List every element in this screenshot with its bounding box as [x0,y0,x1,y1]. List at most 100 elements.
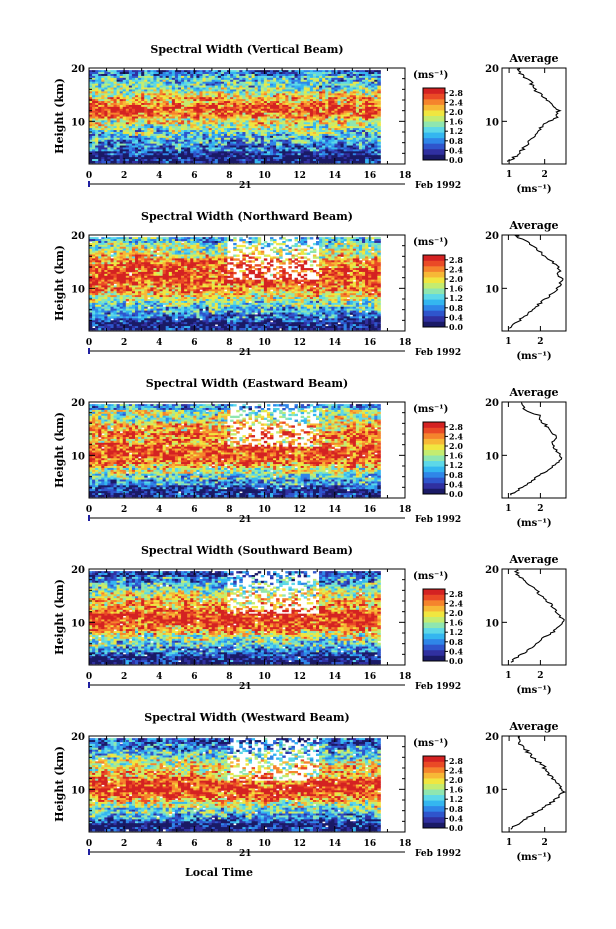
heatmap-cell [162,75,167,79]
heatmap-cell [113,72,118,75]
heatmap-cell [184,122,188,125]
heatmap-cell [331,79,335,83]
heatmap-cell [368,122,372,125]
heatmap-cell [217,122,222,125]
heatmap-cell [196,120,200,123]
heatmap-cell [300,74,305,77]
heatmap-cell [355,79,360,83]
heatmap-cell [230,116,234,119]
heatmap-cell [355,116,360,119]
colorbar-swatch [423,104,445,111]
heatmap-cell [187,114,191,117]
heatmap-cell [199,151,203,154]
heatmap-cell [276,147,280,150]
heatmap-cell [150,132,154,135]
heatmap-cell [306,149,311,152]
heatmap-cell [107,103,111,106]
heatmap-cell [156,83,160,86]
heatmap-cell [165,143,170,146]
heatmap-cell [190,135,194,139]
heatmap-cell [147,99,151,102]
heatmap-cell [122,114,127,117]
heatmap-cell [116,139,121,143]
heatmap-cell [316,151,320,154]
heatmap-cell [269,91,274,94]
heatmap-cell [254,139,259,143]
date-day: 21 [239,181,252,191]
heatmap-cell [113,108,118,112]
heatmap-cell [128,87,133,90]
heatmap-cell [187,104,191,108]
heatmap-cell [159,147,164,150]
heatmap-cell [208,137,213,141]
heatmap-cell [334,139,338,143]
heatmap-cell [365,137,369,141]
heatmap-cell [300,104,305,108]
heatmap-cell [89,153,93,156]
heatmap-cell [236,124,240,127]
heatmap-cell [322,93,326,96]
heatmap-cell [113,135,118,139]
heatmap-cell [135,110,139,114]
heatmap-cell [211,93,216,96]
heatmap-cell [162,161,167,164]
heatmap-cell [153,77,157,81]
heatmap-cell [325,151,329,154]
heatmap-cell [144,133,148,137]
heatmap-cell [196,151,200,154]
heatmap-cell [174,83,179,86]
heatmap-cell [334,132,338,135]
heatmap-cell [362,91,366,94]
heatmap-cell [358,122,363,125]
heatmap-cell [273,77,277,81]
heatmap-cell [165,149,170,152]
heatmap-cell [220,143,225,146]
heatmap-cell [236,153,240,156]
heatmap-cell [223,75,228,79]
heatmap-cell [365,75,369,79]
heatmap-cell [177,124,182,127]
heatmap-cell [223,118,228,121]
heatmap-cell [242,116,246,119]
heatmap-cell [150,101,154,104]
heatmap-cell [273,87,277,90]
heatmap-cell [279,130,283,133]
heatmap-cell [89,79,93,83]
heatmap-cell [294,137,298,141]
colorbar-swatch [423,137,445,144]
heatmap-cell [95,114,99,117]
heatmap-cell [214,91,219,94]
heatmap-cell [202,83,206,86]
heatmap-cell [116,87,121,90]
heatmap-cell [279,128,283,131]
heatmap-cell [242,70,246,73]
heatmap-cell [251,110,256,114]
heatmap-cell [303,81,308,85]
heatmap-cell [89,83,93,86]
heatmap-cell [365,101,369,104]
heatmap-cell [306,72,311,75]
heatmap-cell [177,161,182,164]
heatmap-cell [230,122,234,125]
heatmap-cell [309,95,314,98]
heatmap-cell [174,116,179,119]
heatmap-cell [349,101,354,104]
heatmap-cell [288,114,292,117]
heatmap-cell [131,106,136,110]
heatmap-cell [245,135,249,139]
heatmap-cell [138,122,142,125]
heatmap-cell [110,108,114,112]
colorbar-tick-label: 2.8 [449,88,463,98]
heatmap-cell [282,145,286,148]
heatmap-cell [269,143,274,146]
heatmap-cell [294,103,298,106]
heatmap-cell [282,110,286,114]
heatmap-cell [125,99,130,102]
heatmap-cell [181,122,185,125]
heatmap-cell [306,85,311,88]
heatmap-cell [358,132,363,135]
heatmap-cell [119,116,124,119]
heatmap-cell [325,120,329,123]
heatmap-cell [98,112,102,115]
heatmap-cell [251,81,256,85]
